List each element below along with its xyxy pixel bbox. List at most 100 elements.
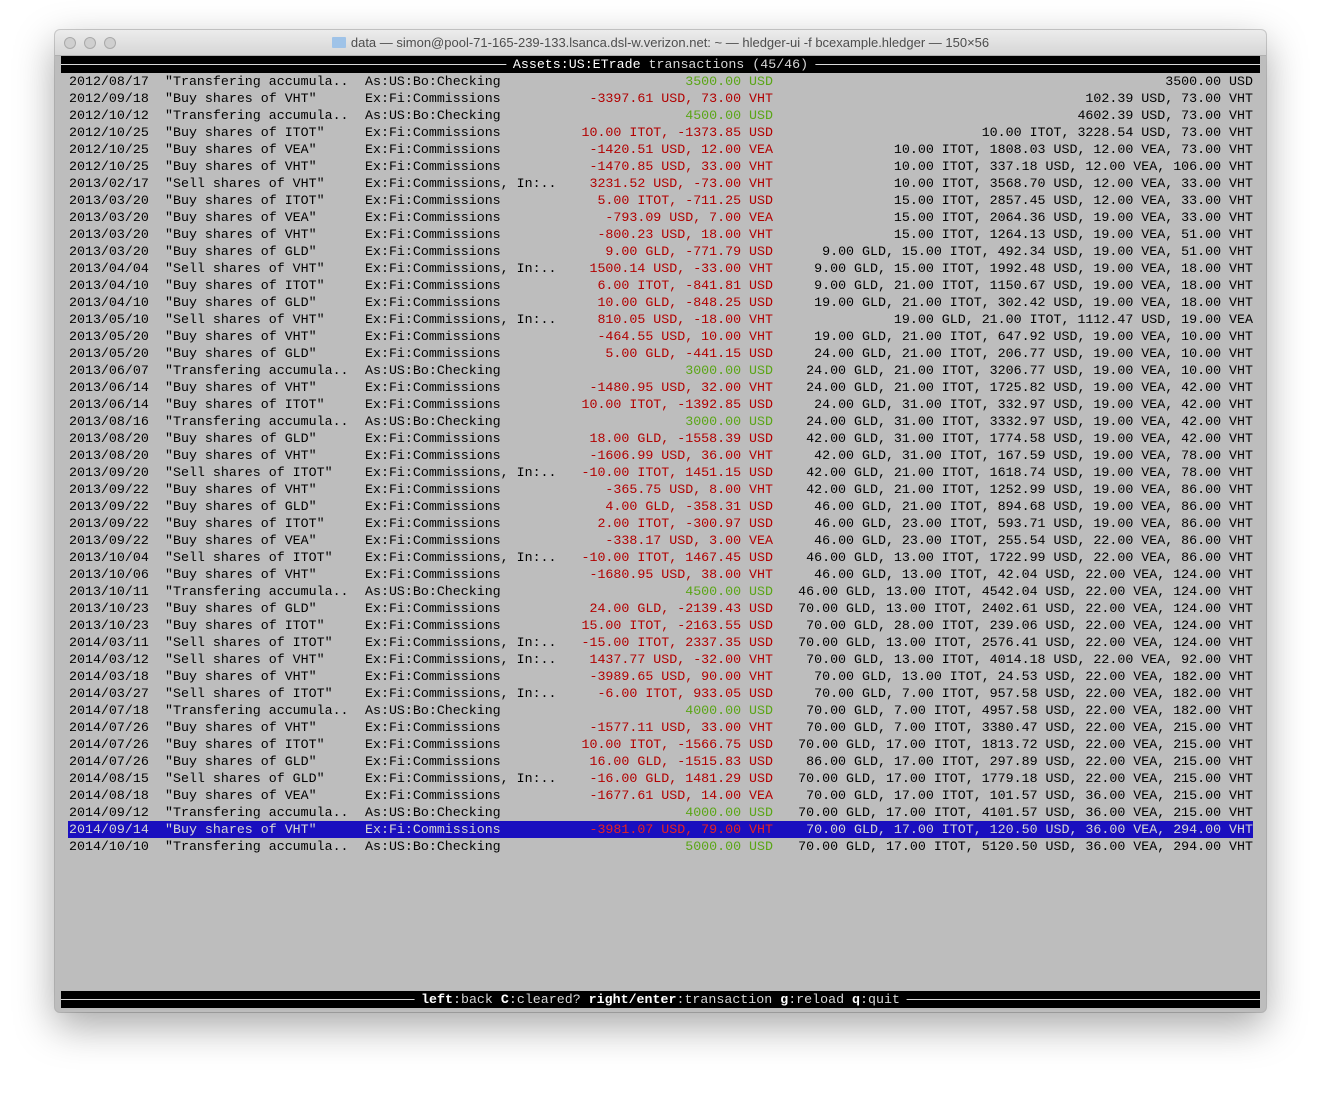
transaction-row[interactable]: 2013/05/10 "Sell shares of VHT" Ex:Fi:Comm… xyxy=(61,311,1260,328)
transaction-row[interactable]: 2013/03/20 "Buy shares of VEA" Ex:Fi:Commi… xyxy=(61,209,1260,226)
key-action: transaction xyxy=(684,992,773,1007)
transaction-change: -365.75 USD, 8.00 VHT xyxy=(605,482,773,497)
transaction-change: 10.00 ITOT, -1392.85 USD xyxy=(581,397,773,412)
transaction-date: 2014/03/18 xyxy=(69,669,149,684)
transaction-row[interactable]: 2013/10/23 "Buy shares of ITOT" Ex:Fi:Comm… xyxy=(61,617,1260,634)
transaction-row[interactable]: 2012/08/17 "Transfering accumula.. As:US:B… xyxy=(61,73,1260,90)
transaction-row[interactable]: 2012/10/12 "Transfering accumula.. As:US:B… xyxy=(61,107,1260,124)
running-balance: 70.00 GLD, 13.00 ITOT, 4014.18 USD, 22.0… xyxy=(806,652,1253,667)
transaction-row[interactable]: 2013/05/20 "Buy shares of VHT" Ex:Fi:Commi… xyxy=(61,328,1260,345)
selected-transaction-row[interactable]: 2014/09/14 "Buy shares of VHT" Ex:Fi:Commi… xyxy=(68,821,1253,838)
transaction-date: 2014/07/26 xyxy=(69,754,149,769)
transaction-row[interactable]: 2014/08/18 "Buy shares of VEA" Ex:Fi:Commi… xyxy=(61,787,1260,804)
transaction-row[interactable]: 2013/06/14 "Buy shares of ITOT" Ex:Fi:Comm… xyxy=(61,396,1260,413)
transaction-row[interactable]: 2014/03/27 "Sell shares of ITOT" Ex:Fi:Com… xyxy=(61,685,1260,702)
transaction-row[interactable]: 2014/07/26 "Buy shares of VHT" Ex:Fi:Commi… xyxy=(61,719,1260,736)
transaction-row[interactable]: 2013/02/17 "Sell shares of VHT" Ex:Fi:Comm… xyxy=(61,175,1260,192)
transaction-row[interactable]: 2013/10/23 "Buy shares of GLD" Ex:Fi:Commi… xyxy=(61,600,1260,617)
transaction-description: "Buy shares of ITOT" xyxy=(165,397,325,412)
transaction-row[interactable]: 2012/10/25 "Buy shares of ITOT" Ex:Fi:Comm… xyxy=(61,124,1260,141)
register-title: Assets:US:ETrade transactions (45/46) xyxy=(505,56,816,73)
transaction-date: 2014/03/12 xyxy=(69,652,149,667)
zoom-button[interactable] xyxy=(104,37,116,49)
minimize-button[interactable] xyxy=(84,37,96,49)
transaction-description: "Buy shares of VHT" xyxy=(165,91,317,106)
transaction-description: "Sell shares of ITOT" xyxy=(165,465,333,480)
transaction-account: As:US:Bo:Checking xyxy=(365,805,501,820)
transaction-row[interactable]: 2014/07/26 "Buy shares of GLD" Ex:Fi:Commi… xyxy=(61,753,1260,770)
transaction-date: 2013/06/14 xyxy=(69,397,149,412)
key-hint: left:back xyxy=(421,992,493,1007)
transaction-change: 3500.00 USD xyxy=(685,74,773,89)
transaction-account: Ex:Fi:Commissions xyxy=(365,346,501,361)
transaction-date: 2012/10/12 xyxy=(69,108,149,123)
transaction-row[interactable]: 2012/10/25 "Buy shares of VEA" Ex:Fi:Commi… xyxy=(61,141,1260,158)
transaction-row[interactable]: 2013/03/20 "Buy shares of GLD" Ex:Fi:Commi… xyxy=(61,243,1260,260)
terminal-screen[interactable]: Assets:US:ETrade transactions (45/46) 20… xyxy=(61,56,1260,1012)
transaction-description: "Sell shares of VHT" xyxy=(165,176,325,191)
transaction-row[interactable]: 2014/08/15 "Sell shares of GLD" Ex:Fi:Comm… xyxy=(61,770,1260,787)
transaction-description: "Buy shares of GLD" xyxy=(165,431,317,446)
transaction-row[interactable]: 2013/08/16 "Transfering accumula.. As:US:B… xyxy=(61,413,1260,430)
transaction-row[interactable]: 2014/09/12 "Transfering accumula.. As:US:B… xyxy=(61,804,1260,821)
running-balance: 70.00 GLD, 13.00 ITOT, 2576.41 USD, 22.0… xyxy=(798,635,1253,650)
transaction-date: 2013/08/20 xyxy=(69,431,149,446)
key-hint: right/enter:transaction xyxy=(588,992,773,1007)
transaction-change: 3000.00 USD xyxy=(685,363,773,378)
transaction-row[interactable]: 2013/10/11 "Transfering accumula.. As:US:B… xyxy=(61,583,1260,600)
transaction-change: -1470.85 USD, 33.00 VHT xyxy=(589,159,773,174)
running-balance: 9.00 GLD, 15.00 ITOT, 492.34 USD, 19.00 … xyxy=(822,244,1253,259)
transaction-row[interactable]: 2013/04/04 "Sell shares of VHT" Ex:Fi:Comm… xyxy=(61,260,1260,277)
transaction-row[interactable]: 2014/07/18 "Transfering accumula.. As:US:B… xyxy=(61,702,1260,719)
transaction-row[interactable]: 2013/09/22 "Buy shares of ITOT" Ex:Fi:Comm… xyxy=(61,515,1260,532)
transaction-row[interactable]: 2013/04/10 "Buy shares of ITOT" Ex:Fi:Comm… xyxy=(61,277,1260,294)
transaction-row[interactable]: 2014/10/10 "Transfering accumula.. As:US:B… xyxy=(61,838,1260,855)
transaction-row[interactable]: 2012/10/25 "Buy shares of VHT" Ex:Fi:Commi… xyxy=(61,158,1260,175)
running-balance: 4602.39 USD, 73.00 VHT xyxy=(1077,108,1253,123)
transaction-row[interactable]: 2013/09/22 "Buy shares of VHT" Ex:Fi:Commi… xyxy=(61,481,1260,498)
transaction-date: 2014/07/26 xyxy=(69,720,149,735)
transaction-row[interactable]: 2014/03/12 "Sell shares of VHT" Ex:Fi:Comm… xyxy=(61,651,1260,668)
transaction-row[interactable]: 2013/08/20 "Buy shares of VHT" Ex:Fi:Commi… xyxy=(61,447,1260,464)
transaction-row[interactable]: 2013/06/07 "Transfering accumula.. As:US:B… xyxy=(61,362,1260,379)
transaction-row[interactable]: 2014/07/26 "Buy shares of ITOT" Ex:Fi:Comm… xyxy=(61,736,1260,753)
transaction-description: "Buy shares of VEA" xyxy=(165,142,317,157)
transaction-change: -793.09 USD, 7.00 VEA xyxy=(605,210,773,225)
transaction-row[interactable]: 2013/09/20 "Sell shares of ITOT" Ex:Fi:Com… xyxy=(61,464,1260,481)
close-button[interactable] xyxy=(64,37,76,49)
transaction-row[interactable]: 2012/09/18 "Buy shares of VHT" Ex:Fi:Commi… xyxy=(61,90,1260,107)
transaction-row[interactable]: 2013/09/22 "Buy shares of VEA" Ex:Fi:Commi… xyxy=(61,532,1260,549)
running-balance: 3500.00 USD xyxy=(1165,74,1253,89)
transaction-row[interactable]: 2013/04/10 "Buy shares of GLD" Ex:Fi:Commi… xyxy=(61,294,1260,311)
running-balance: 10.00 ITOT, 3228.54 USD, 73.00 VHT xyxy=(981,125,1253,140)
transaction-date: 2013/09/20 xyxy=(69,465,149,480)
transaction-change: 4500.00 USD xyxy=(685,584,773,599)
transaction-description: "Buy shares of VHT" xyxy=(165,380,317,395)
transaction-description: "Transfering accumula.. xyxy=(165,805,349,820)
transaction-row[interactable]: 2013/08/20 "Buy shares of GLD" Ex:Fi:Commi… xyxy=(61,430,1260,447)
title-bar: data — simon@pool-71-165-239-133.lsanca.… xyxy=(55,30,1266,56)
transaction-change: -1677.61 USD, 14.00 VEA xyxy=(589,788,773,803)
transaction-change: 3231.52 USD, -73.00 VHT xyxy=(589,176,773,191)
running-balance: 70.00 GLD, 17.00 ITOT, 1779.18 USD, 22.0… xyxy=(798,771,1253,786)
transaction-list[interactable]: 2012/08/17 "Transfering accumula.. As:US:B… xyxy=(61,73,1260,855)
transaction-row[interactable]: 2013/10/06 "Buy shares of VHT" Ex:Fi:Commi… xyxy=(61,566,1260,583)
transaction-row[interactable]: 2013/03/20 "Buy shares of ITOT" Ex:Fi:Comm… xyxy=(61,192,1260,209)
transaction-description: "Transfering accumula.. xyxy=(165,363,349,378)
transaction-date: 2013/10/23 xyxy=(69,618,149,633)
transaction-description: "Buy shares of VEA" xyxy=(165,210,317,225)
transaction-account: Ex:Fi:Commissions xyxy=(365,91,501,106)
key-action: reload xyxy=(796,992,845,1007)
transaction-account: Ex:Fi:Commissions xyxy=(365,499,501,514)
transaction-row[interactable]: 2013/09/22 "Buy shares of GLD" Ex:Fi:Commi… xyxy=(61,498,1260,515)
transaction-row[interactable]: 2014/03/18 "Buy shares of VHT" Ex:Fi:Commi… xyxy=(61,668,1260,685)
transaction-row[interactable]: 2013/03/20 "Buy shares of VHT" Ex:Fi:Commi… xyxy=(61,226,1260,243)
transaction-row[interactable]: 2013/10/04 "Sell shares of ITOT" Ex:Fi:Com… xyxy=(61,549,1260,566)
transaction-description: "Sell shares of VHT" xyxy=(165,312,325,327)
transaction-change: 18.00 GLD, -1558.39 USD xyxy=(589,431,773,446)
transaction-row[interactable]: 2013/05/20 "Buy shares of GLD" Ex:Fi:Commi… xyxy=(61,345,1260,362)
transaction-row[interactable]: 2013/06/14 "Buy shares of VHT" Ex:Fi:Commi… xyxy=(61,379,1260,396)
transaction-description: "Buy shares of VHT" xyxy=(165,669,317,684)
transaction-row[interactable]: 2014/03/11 "Sell shares of ITOT" Ex:Fi:Com… xyxy=(61,634,1260,651)
transaction-date: 2013/09/22 xyxy=(69,482,149,497)
